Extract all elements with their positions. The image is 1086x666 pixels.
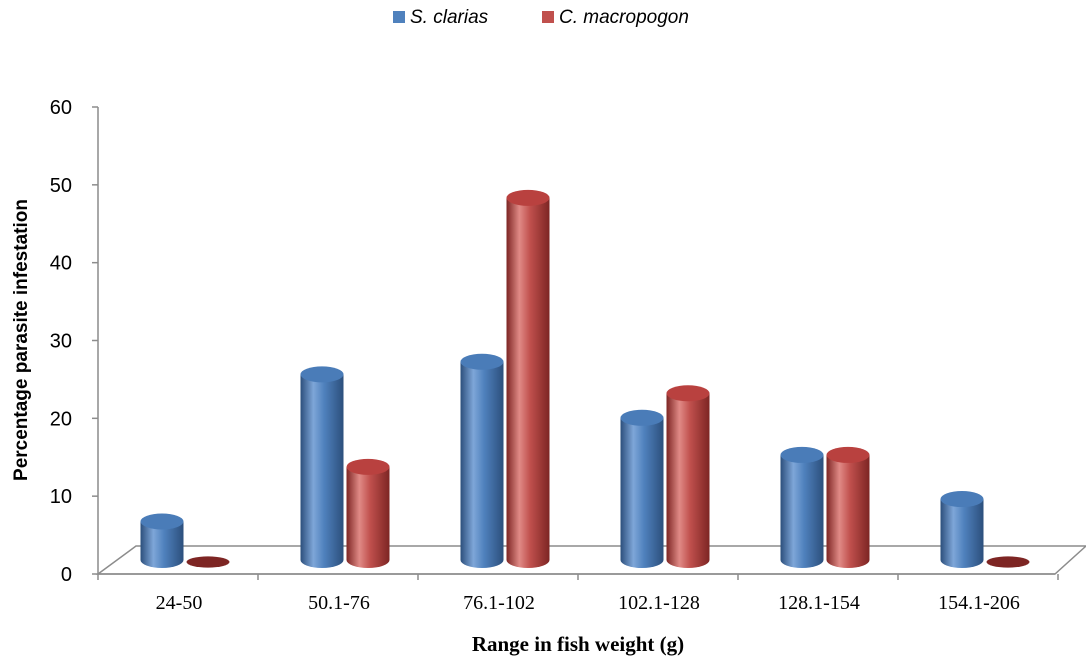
bar-c-macropogon-128-1-154: [826, 446, 870, 568]
legend-swatch-s-clarias: [393, 11, 405, 23]
bars: [140, 189, 1030, 569]
y-tick-label-50: 50: [50, 175, 72, 197]
x-tick-label-128-1-154: 128.1-154: [778, 592, 860, 614]
bar-s-clarias-24-50: [140, 513, 184, 568]
bar-c-macropogon-24-50: [186, 556, 230, 568]
floor-plane: [95, 545, 1086, 575]
bar-c-macropogon-102-1-128: [666, 385, 710, 568]
bar-c-macropogon-76-1-102: [506, 189, 550, 569]
bar-s-clarias-50-1-76: [300, 366, 344, 568]
x-tick-label-50-1-76: 50.1-76: [308, 592, 370, 614]
legend: S. clarias C. macropogon: [393, 7, 689, 28]
x-tick-label-154-1-206: 154.1-206: [938, 592, 1020, 614]
y-tick-label-20: 20: [50, 408, 72, 430]
y-tick-label-0: 0: [61, 564, 72, 586]
legend-label-c-macropogon: C. macropogon: [559, 7, 689, 28]
x-tick-label-102-1-128: 102.1-128: [618, 592, 700, 614]
bar-s-clarias-154-1-206: [940, 491, 984, 568]
y-tick-label-10: 10: [50, 486, 72, 508]
legend-swatch-c-macropogon: [542, 11, 554, 23]
y-tick-label-30: 30: [50, 331, 72, 353]
y-tick-label-60: 60: [50, 97, 72, 119]
bar-s-clarias-102-1-128: [620, 409, 664, 568]
y-tick-label-40: 40: [50, 253, 72, 275]
y-axis-title: Percentage parasite infestation: [11, 199, 32, 481]
tick-labels: 0 10 20 30 40 50 60 24-50 50.1-76 76.1-102 102.1-1…: [50, 97, 1020, 614]
x-tick-label-24-50: 24-50: [156, 592, 203, 614]
x-axis-title: Range in fish weight (g): [472, 632, 684, 656]
x-tick-label-76-1-102: 76.1-102: [463, 592, 535, 614]
bar-c-macropogon-154-1-206: [986, 556, 1030, 568]
bar-c-macropogon-50-1-76: [346, 458, 390, 568]
axes: [92, 106, 1059, 580]
bar-s-clarias-128-1-154: [780, 446, 824, 568]
chart-floor: [95, 545, 1086, 575]
legend-label-s-clarias: S. clarias: [410, 7, 489, 28]
bar-s-clarias-76-1-102: [460, 353, 504, 568]
